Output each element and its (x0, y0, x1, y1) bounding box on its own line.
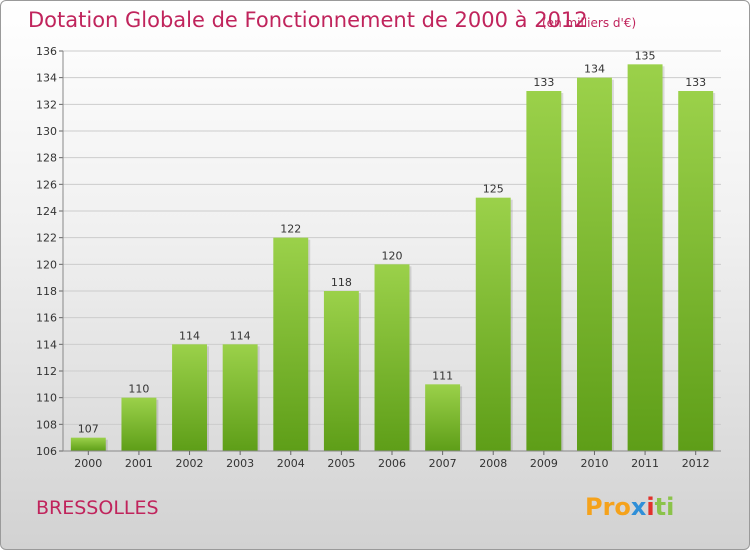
x-tick-label-2009: 2009 (530, 457, 558, 470)
data-label-2000: 107 (78, 423, 99, 436)
data-label-2002: 114 (179, 329, 200, 342)
x-tick-label-2007: 2007 (429, 457, 457, 470)
data-label-2005: 118 (331, 276, 352, 289)
x-tick-label-2005: 2005 (327, 457, 355, 470)
bar-2000 (70, 437, 106, 451)
x-tick-label-2011: 2011 (631, 457, 659, 470)
x-tick-label-2002: 2002 (176, 457, 204, 470)
y-tick-label: 128 (36, 152, 57, 165)
x-tick-label-2003: 2003 (226, 457, 254, 470)
bar-2005 (323, 291, 359, 451)
bar-2008 (475, 197, 511, 451)
data-label-2006: 120 (382, 249, 403, 262)
y-tick-label: 114 (36, 338, 57, 351)
bar-2002 (172, 344, 208, 451)
data-label-2004: 122 (280, 223, 301, 236)
proxiti-logo[interactable]: Proxiti (585, 493, 674, 521)
x-tick-label-2001: 2001 (125, 457, 153, 470)
logo-part-4: ti (654, 493, 675, 521)
x-tick-label-2004: 2004 (277, 457, 305, 470)
x-tick-label-2012: 2012 (682, 457, 710, 470)
y-tick-label: 134 (36, 72, 57, 85)
y-tick-label: 112 (36, 365, 57, 378)
data-label-2012: 133 (685, 76, 706, 89)
logo-part-2: x (630, 493, 647, 521)
bar-2009 (526, 91, 562, 451)
y-tick-label: 122 (36, 232, 57, 245)
y-tick-label: 130 (36, 125, 57, 138)
y-tick-label: 116 (36, 312, 57, 325)
y-tick-label: 132 (36, 98, 57, 111)
bar-2006 (374, 264, 410, 451)
data-label-2009: 133 (533, 76, 554, 89)
x-tick-label-2006: 2006 (378, 457, 406, 470)
data-label-2007: 111 (432, 369, 453, 382)
y-tick-label: 126 (36, 178, 57, 191)
data-label-2001: 110 (128, 383, 149, 396)
chart-unit: (en milliers d'€) (542, 16, 637, 30)
data-label-2011: 135 (635, 49, 656, 62)
y-tick-label: 110 (36, 392, 57, 405)
y-tick-label: 118 (36, 285, 57, 298)
x-tick-label-2000: 2000 (74, 457, 102, 470)
commune-name: BRESSOLLES (36, 497, 159, 519)
logo-part-3: i (646, 493, 655, 521)
bar-2007 (425, 384, 461, 451)
y-tick-label: 136 (36, 45, 57, 58)
chart-title: Dotation Globale de Fonctionnement de 20… (28, 8, 588, 32)
logo-part-1: Pro (585, 493, 631, 521)
y-tick-label: 106 (36, 445, 57, 458)
y-tick-label: 108 (36, 418, 57, 431)
x-tick-label-2008: 2008 (479, 457, 507, 470)
bar-2003 (222, 344, 258, 451)
data-label-2008: 125 (483, 183, 504, 196)
data-label-2003: 114 (230, 329, 251, 342)
bar-2010 (576, 77, 612, 452)
y-tick-label: 120 (36, 258, 57, 271)
bar-2012 (678, 91, 714, 451)
x-tick-label-2010: 2010 (580, 457, 608, 470)
bar-2004 (273, 237, 309, 451)
y-tick-label: 124 (36, 205, 57, 218)
bar-2011 (627, 64, 663, 452)
data-label-2010: 134 (584, 63, 605, 76)
bar-2001 (121, 397, 157, 451)
